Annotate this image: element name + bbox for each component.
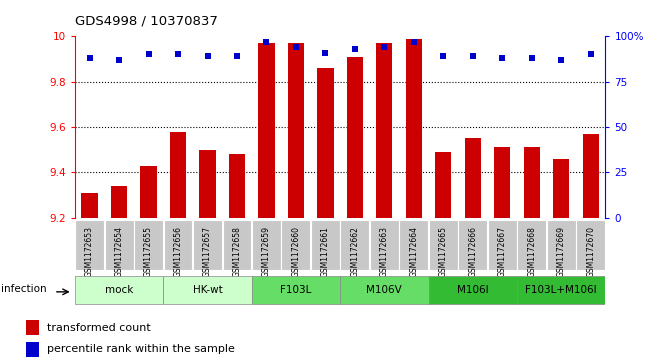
FancyBboxPatch shape <box>340 277 428 304</box>
FancyBboxPatch shape <box>163 277 252 304</box>
Bar <box>347 57 363 218</box>
Bar <box>547 220 575 270</box>
Point <box>202 53 213 59</box>
Bar <box>376 43 393 218</box>
Text: GSM1172653: GSM1172653 <box>85 226 94 277</box>
Bar <box>258 43 275 218</box>
Point <box>143 52 154 57</box>
Bar <box>523 147 540 218</box>
Bar <box>465 138 481 218</box>
Text: GDS4998 / 10370837: GDS4998 / 10370837 <box>75 15 217 28</box>
FancyBboxPatch shape <box>75 277 163 304</box>
Text: GSM1172654: GSM1172654 <box>115 226 124 277</box>
Bar <box>494 147 510 218</box>
Bar <box>134 220 163 270</box>
Bar <box>288 43 304 218</box>
Text: GSM1172660: GSM1172660 <box>292 226 300 277</box>
Bar <box>553 159 570 218</box>
Point <box>497 55 508 61</box>
Bar <box>406 38 422 218</box>
Text: F103L+M106I: F103L+M106I <box>525 285 597 295</box>
Bar <box>25 320 39 335</box>
Bar <box>229 154 245 218</box>
Point <box>173 52 183 57</box>
Bar <box>370 220 399 270</box>
Point <box>527 55 537 61</box>
Text: GSM1172667: GSM1172667 <box>498 226 506 277</box>
Point <box>320 50 331 56</box>
Point <box>291 44 301 50</box>
Point <box>585 52 596 57</box>
Text: infection: infection <box>1 284 47 294</box>
Bar <box>193 220 222 270</box>
Bar <box>163 220 193 270</box>
Point <box>409 39 419 45</box>
FancyBboxPatch shape <box>428 277 517 304</box>
Text: M106I: M106I <box>457 285 489 295</box>
Bar <box>458 220 487 270</box>
Text: GSM1172656: GSM1172656 <box>174 226 182 277</box>
Point <box>261 39 271 45</box>
Point <box>379 44 389 50</box>
Bar <box>111 186 127 218</box>
Bar <box>141 166 157 218</box>
Point <box>232 53 242 59</box>
Bar <box>25 342 39 357</box>
Bar <box>311 220 340 270</box>
Bar <box>81 193 98 218</box>
Text: GSM1172669: GSM1172669 <box>557 226 566 277</box>
Bar <box>223 220 251 270</box>
Bar <box>170 131 186 218</box>
Bar <box>518 220 546 270</box>
Text: M106V: M106V <box>367 285 402 295</box>
Text: GSM1172664: GSM1172664 <box>409 226 419 277</box>
Text: GSM1172665: GSM1172665 <box>439 226 448 277</box>
Text: GSM1172657: GSM1172657 <box>203 226 212 277</box>
Text: GSM1172663: GSM1172663 <box>380 226 389 277</box>
Bar <box>429 220 458 270</box>
Bar <box>199 150 215 218</box>
Point <box>85 55 95 61</box>
Text: GSM1172666: GSM1172666 <box>468 226 477 277</box>
FancyBboxPatch shape <box>252 277 340 304</box>
Text: transformed count: transformed count <box>48 323 151 333</box>
Point <box>438 53 449 59</box>
Text: GSM1172670: GSM1172670 <box>586 226 595 277</box>
Text: GSM1172655: GSM1172655 <box>144 226 153 277</box>
Bar <box>400 220 428 270</box>
FancyBboxPatch shape <box>517 277 605 304</box>
Text: GSM1172659: GSM1172659 <box>262 226 271 277</box>
Text: GSM1172668: GSM1172668 <box>527 226 536 277</box>
Point <box>467 53 478 59</box>
Bar <box>105 220 133 270</box>
Text: GSM1172658: GSM1172658 <box>232 226 242 277</box>
Text: GSM1172661: GSM1172661 <box>321 226 330 277</box>
Bar <box>576 220 605 270</box>
Text: F103L: F103L <box>280 285 312 295</box>
Point <box>556 57 566 63</box>
Bar <box>488 220 517 270</box>
Bar <box>75 220 104 270</box>
Point <box>350 46 360 52</box>
Bar <box>340 220 369 270</box>
Bar <box>436 152 451 218</box>
Bar <box>281 220 311 270</box>
Bar <box>317 68 333 218</box>
Point <box>114 57 124 63</box>
Text: HK-wt: HK-wt <box>193 285 223 295</box>
Text: GSM1172662: GSM1172662 <box>350 226 359 277</box>
Bar <box>252 220 281 270</box>
Text: mock: mock <box>105 285 133 295</box>
Bar <box>583 134 599 218</box>
Text: percentile rank within the sample: percentile rank within the sample <box>48 344 235 354</box>
